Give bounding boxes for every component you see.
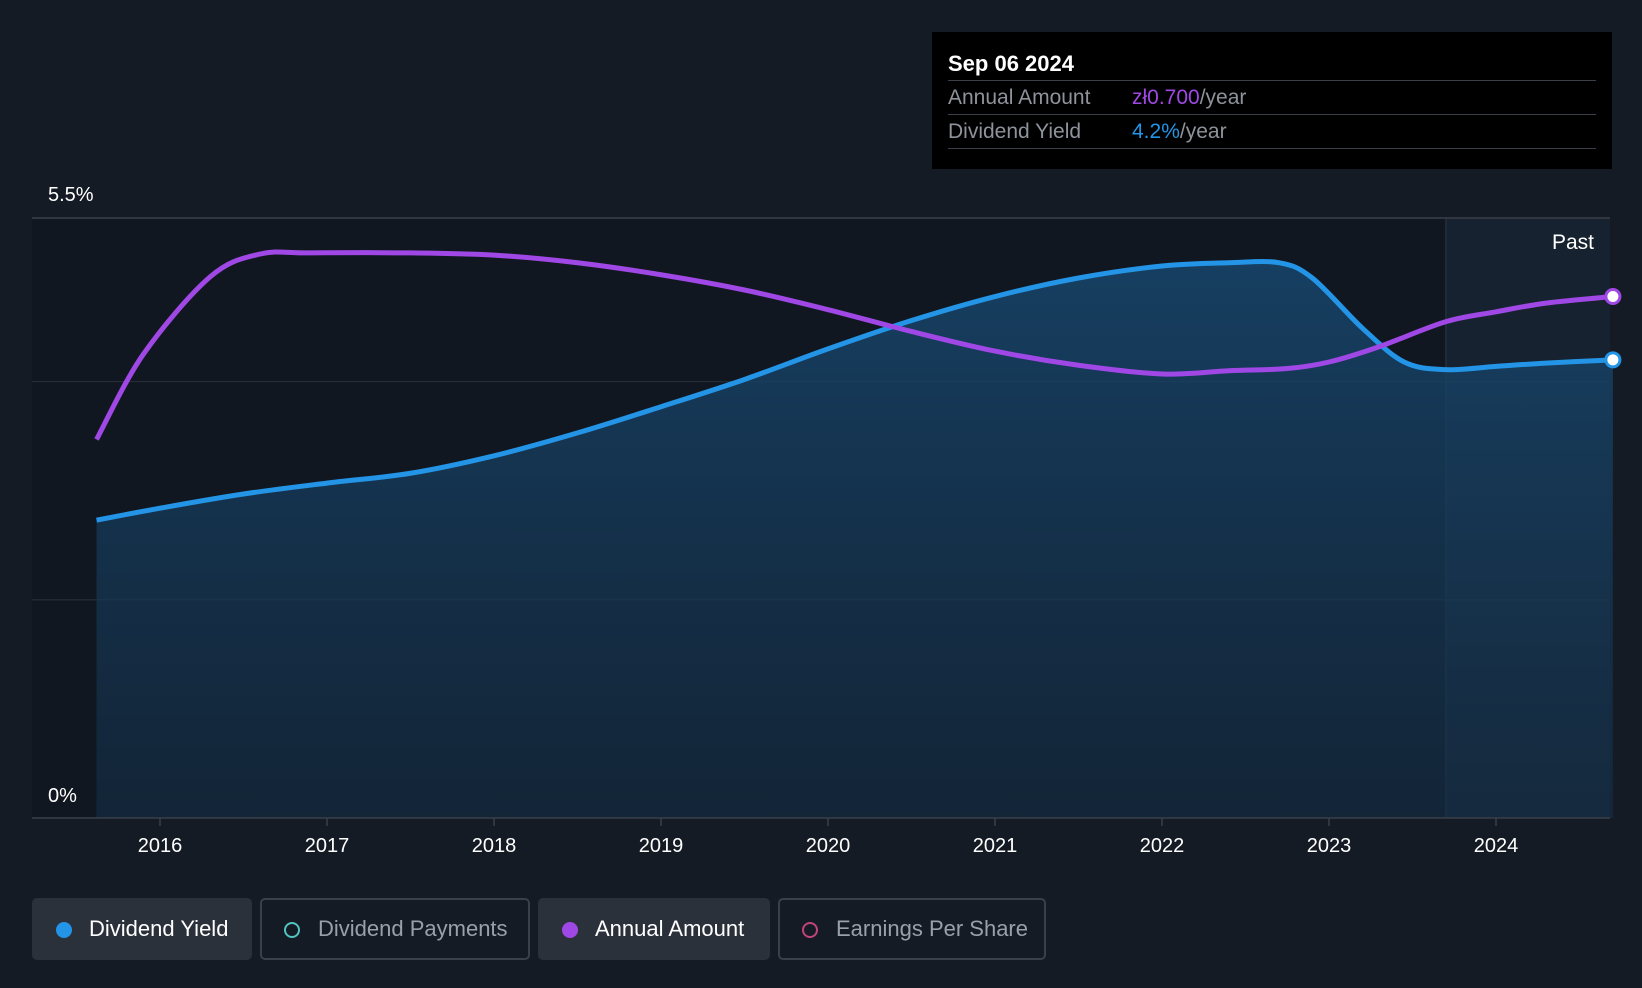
y-tick-label-bottom: 0% [48, 785, 77, 807]
dividend-yield-area [96, 261, 1613, 818]
legend-label: Dividend Payments [318, 916, 508, 941]
legend-dividend-payments[interactable]: Dividend Payments [260, 898, 530, 960]
tooltip-number: 4.2% [1132, 120, 1180, 143]
annual-amount-endpoint [1604, 288, 1622, 306]
legend-annual-amount[interactable]: Annual Amount [538, 898, 770, 960]
x-tick-label: 2023 [1307, 835, 1352, 857]
x-tick-label: 2021 [973, 835, 1018, 857]
tooltip-value: 4.2%/year [1132, 115, 1227, 148]
dividend-yield-endpoint [1604, 351, 1622, 369]
annual-amount-line [94, 249, 1614, 441]
legend-dot-icon [56, 922, 72, 938]
dividend-yield-line [96, 258, 1614, 523]
x-tick-label: 2020 [806, 835, 851, 857]
legend-dot-icon [802, 922, 818, 938]
tooltip-number: zł0.700 [1132, 86, 1200, 109]
legend-dot-icon [284, 922, 300, 938]
past-label: Past [1552, 231, 1594, 254]
tooltip: Sep 06 2024 Annual Amount zł0.700/year D… [932, 32, 1612, 169]
tooltip-unit: /year [1179, 120, 1227, 143]
legend-dividend-yield[interactable]: Dividend Yield [32, 898, 252, 960]
x-tick-label: 2022 [1140, 835, 1185, 857]
tooltip-value: zł0.700/year [1132, 81, 1246, 114]
x-tick-label: 2017 [305, 835, 350, 857]
legend-label: Earnings Per Share [836, 916, 1028, 941]
legend-label: Annual Amount [595, 916, 745, 941]
legend-dot-icon [562, 922, 578, 938]
y-tick-label-top: 5.5% [48, 184, 94, 206]
tooltip-unit: /year [1199, 86, 1247, 109]
tooltip-label: Dividend Yield [948, 120, 1082, 143]
x-tick-label: 2024 [1474, 835, 1519, 857]
legend-label: Dividend Yield [89, 916, 229, 941]
tooltip-row-dividend-yield: Dividend Yield 4.2%/year [948, 114, 1596, 149]
x-tick-label: 2019 [639, 835, 684, 857]
tooltip-date: Sep 06 2024 [948, 51, 1074, 76]
x-tick-label: 2018 [472, 835, 517, 857]
tooltip-row-annual-amount: Annual Amount zł0.700/year [948, 80, 1596, 114]
legend-earnings-per-share[interactable]: Earnings Per Share [778, 898, 1046, 960]
x-tick-label: 2016 [138, 835, 183, 857]
tooltip-label: Annual Amount [948, 86, 1091, 109]
